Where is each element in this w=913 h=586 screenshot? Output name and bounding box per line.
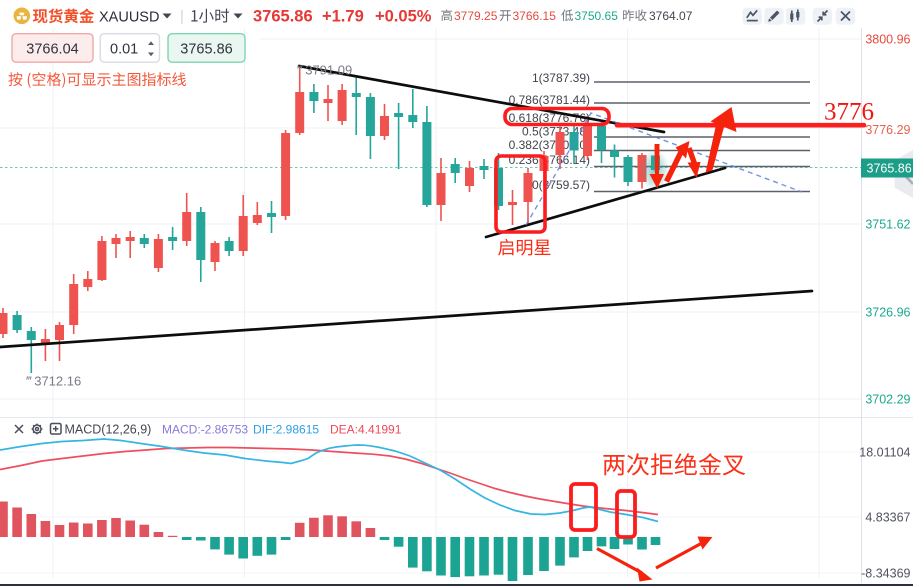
svg-text:3776: 3776: [824, 99, 874, 126]
svg-text:MACD:-2.86753: MACD:-2.86753: [162, 422, 248, 436]
svg-text:3776.29: 3776.29: [865, 123, 910, 137]
svg-text:+0.05%: +0.05%: [375, 8, 432, 26]
svg-text:3766.04: 3766.04: [26, 41, 78, 57]
svg-text:1(3787.39): 1(3787.39): [532, 71, 590, 85]
svg-text:3702.29: 3702.29: [865, 393, 910, 407]
svg-text:3765.86: 3765.86: [867, 162, 912, 176]
svg-text:3726.96: 3726.96: [865, 306, 910, 320]
svg-text:‴ 3791.09: ‴ 3791.09: [297, 63, 352, 78]
svg-text:0(3759.57): 0(3759.57): [532, 178, 590, 192]
svg-text:-8.34369: -8.34369: [861, 567, 910, 581]
svg-text:DIF:2.98615: DIF:2.98615: [253, 422, 319, 436]
svg-text:3751.62: 3751.62: [865, 218, 910, 232]
svg-text:3765.86: 3765.86: [253, 8, 313, 26]
svg-text:|: |: [180, 8, 184, 25]
svg-text:3779.25: 3779.25: [454, 9, 498, 23]
svg-text:4.83367: 4.83367: [865, 511, 910, 525]
svg-text:3766.15: 3766.15: [513, 9, 557, 23]
svg-text:0.786(3781.44): 0.786(3781.44): [509, 93, 590, 107]
svg-text:XAUUSD: XAUUSD: [99, 9, 159, 25]
svg-text:3764.07: 3764.07: [649, 9, 693, 23]
svg-text:3765.86: 3765.86: [180, 41, 232, 57]
svg-text:MACD(12,26,9): MACD(12,26,9): [65, 422, 152, 436]
svg-text:+1.79: +1.79: [322, 8, 364, 26]
svg-text:3800.96: 3800.96: [865, 33, 910, 47]
svg-text:0.01: 0.01: [110, 41, 138, 57]
svg-text:DEA:4.41991: DEA:4.41991: [330, 422, 402, 436]
svg-text:18.01104: 18.01104: [859, 446, 910, 460]
svg-text:3750.65: 3750.65: [575, 9, 619, 23]
svg-text:‴ 3712.16: ‴ 3712.16: [26, 374, 81, 389]
